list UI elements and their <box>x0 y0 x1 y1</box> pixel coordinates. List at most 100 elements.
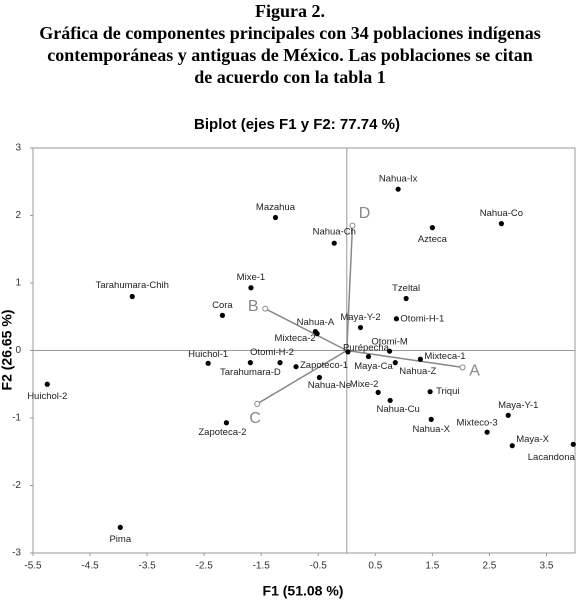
point <box>428 416 434 422</box>
x-tick-label: 2.5 <box>482 561 496 572</box>
point <box>316 374 323 381</box>
vector-end <box>262 305 269 312</box>
point <box>427 389 433 395</box>
point <box>498 221 505 227</box>
point <box>205 360 211 366</box>
chart-title: Biplot (ejes F1 y F2: 77.74 %) <box>194 116 400 133</box>
x-tick-label: 1.5 <box>425 561 439 572</box>
point <box>505 412 511 418</box>
point-label: Mixteco-3 <box>457 418 498 429</box>
point <box>247 360 253 366</box>
point <box>272 214 279 221</box>
point <box>484 429 490 435</box>
point <box>277 360 283 366</box>
point <box>429 225 435 231</box>
y-tick-label: 3 <box>15 143 21 154</box>
point <box>345 349 351 355</box>
point-label: Mixteca-2 <box>275 333 316 344</box>
vector-label: B <box>248 298 259 315</box>
point-label: Azteca <box>418 234 448 245</box>
y-tick-label: 2 <box>15 210 21 221</box>
vector-label: C <box>249 410 261 427</box>
point-label: Cora <box>212 300 233 311</box>
y-tick-label: 0 <box>15 345 21 356</box>
point <box>509 443 515 449</box>
point <box>365 353 372 360</box>
point <box>314 331 320 337</box>
point <box>393 316 400 322</box>
x-tick-label: -4.5 <box>81 561 99 572</box>
x-tick-label: -0.5 <box>310 561 328 572</box>
y-tick-label: -2 <box>12 480 21 491</box>
point-label: Otomi-M <box>371 337 408 348</box>
point <box>117 524 123 530</box>
y-axis-label: F2 (26.65 %) <box>0 310 15 391</box>
point-label: Huichol-2 <box>27 391 67 402</box>
point <box>395 186 401 192</box>
point <box>331 240 337 246</box>
point-label: Maya-Y-1 <box>498 400 538 411</box>
point-label: Maya-Ca <box>354 361 393 372</box>
point-label: Tzeltal <box>392 283 420 294</box>
point <box>387 397 393 404</box>
vector-label: A <box>469 363 480 380</box>
point <box>44 381 50 387</box>
point-label: Nahua-A <box>297 317 335 328</box>
point <box>403 295 409 302</box>
y-tick-label: -3 <box>12 548 21 559</box>
point-label: Zapoteco-1 <box>300 360 348 371</box>
point-label: Nahua-Co <box>480 208 523 219</box>
point <box>223 420 230 426</box>
point <box>219 312 226 318</box>
y-tick-label: -1 <box>12 413 21 424</box>
point-label: Otomi-H-1 <box>400 313 444 324</box>
vector-label: D <box>359 205 371 222</box>
x-tick-label: -3.5 <box>138 561 156 572</box>
point-label: Nahua-Ne <box>308 380 351 391</box>
x-axis-label: F1 (51.08 %) <box>263 583 344 599</box>
caption-line: contemporáneas y antiguas de México. Las… <box>47 45 533 65</box>
point <box>570 441 576 447</box>
point <box>129 293 135 300</box>
point-label: Zapoteca-2 <box>198 427 246 438</box>
point-label: Triqui <box>436 386 459 397</box>
point <box>293 364 299 370</box>
x-tick-label: -5.5 <box>24 561 42 572</box>
point <box>375 389 381 395</box>
point-label: Lacandona <box>528 452 576 463</box>
caption-line: Gráfica de componentes principales con 3… <box>39 23 541 43</box>
y-tick-label: 1 <box>15 278 21 289</box>
figure-label: Figura 2. <box>255 1 325 21</box>
point-label: Pima <box>109 534 131 545</box>
point-label: Tarahumara-Chih <box>96 280 169 291</box>
point <box>386 348 393 354</box>
x-tick-label: 3.5 <box>540 561 554 572</box>
x-tick-label: 0.5 <box>368 561 382 572</box>
point-label: Huichol-1 <box>188 349 228 360</box>
x-tick-label: -2.5 <box>196 561 214 572</box>
point-label: Purépecha <box>343 342 390 353</box>
loading-vector <box>264 307 348 352</box>
point-label: Nahua-Z <box>399 366 436 377</box>
point-label: Otomi-H-2 <box>250 347 294 358</box>
caption-line: de acuerdo con la tabla 1 <box>194 67 386 87</box>
point-label: Mixteca-1 <box>424 351 465 362</box>
point <box>357 324 364 331</box>
loading-vector <box>346 349 463 369</box>
point <box>392 360 398 366</box>
point <box>417 356 423 362</box>
point-label: Mixe-1 <box>237 272 266 283</box>
point-label: Tarahumara-D <box>220 367 281 378</box>
x-tick-label: -1.5 <box>253 561 271 572</box>
point <box>248 285 254 291</box>
vector-end <box>254 400 261 407</box>
vector-end <box>459 364 466 371</box>
point-label: Mixe-2 <box>350 379 379 390</box>
point-label: Nahua-Ix <box>379 174 418 185</box>
loading-vector <box>256 349 348 405</box>
point-label: Maya-X <box>516 434 549 445</box>
point-label: Nahua-Ch <box>313 227 356 238</box>
vector-end <box>349 222 356 229</box>
point-label: Nahua-X <box>412 424 450 435</box>
